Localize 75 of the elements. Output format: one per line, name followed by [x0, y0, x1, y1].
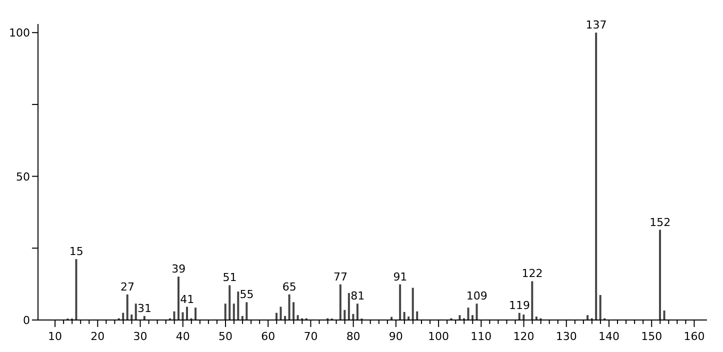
bar	[134, 304, 137, 320]
bar	[467, 308, 470, 320]
bar	[182, 312, 184, 320]
bar	[122, 312, 124, 320]
x-tick-label: 80	[346, 330, 360, 343]
x-tick-label: 150	[641, 330, 662, 343]
bar	[399, 284, 402, 320]
bar	[356, 304, 358, 320]
bar	[130, 314, 133, 320]
bar	[518, 312, 520, 320]
bar	[228, 285, 231, 320]
bar	[403, 312, 406, 320]
x-tick-label: 120	[513, 330, 534, 343]
annotation: 122	[522, 267, 543, 280]
bar	[458, 315, 461, 320]
annotation: 119	[509, 298, 530, 312]
bar	[599, 295, 602, 320]
x-tick-label: 70	[304, 330, 318, 343]
bar	[296, 315, 299, 320]
bar	[232, 304, 235, 320]
annotation: 27	[120, 280, 134, 294]
bar	[658, 230, 661, 320]
bar	[246, 302, 248, 320]
x-tick-label: 50	[218, 330, 232, 343]
y-tick-label: 50	[16, 170, 30, 184]
bar	[595, 32, 598, 320]
annotation: 137	[586, 18, 607, 32]
x-tick-label: 30	[133, 330, 148, 343]
bar	[476, 304, 478, 320]
bar	[412, 288, 414, 320]
bar	[186, 306, 188, 320]
bar	[416, 311, 418, 320]
bar	[224, 304, 226, 320]
annotation: 81	[350, 290, 365, 303]
bar	[339, 284, 342, 320]
x-tick-label: 110	[470, 330, 492, 343]
x-tick-label: 130	[556, 330, 577, 343]
x-tick-label: 90	[388, 330, 403, 343]
x-tick-label: 160	[684, 330, 705, 343]
bar	[352, 314, 354, 320]
bar	[75, 259, 78, 320]
y-tick-label: 0	[23, 314, 30, 327]
annotation: 109	[466, 290, 488, 303]
bar	[472, 315, 474, 320]
bar	[288, 294, 290, 320]
bar	[173, 311, 176, 320]
bar	[586, 315, 589, 320]
bar	[344, 310, 346, 320]
annotation: 55	[240, 288, 254, 302]
y-tick-label: 100	[9, 26, 30, 40]
bar	[531, 281, 534, 320]
x-tick-label: 60	[261, 330, 276, 343]
annotation: 39	[172, 262, 186, 276]
x-tick-label: 10	[48, 330, 62, 343]
annotation: 77	[334, 270, 348, 284]
x-tick-label: 20	[90, 330, 105, 343]
annotation: 51	[222, 271, 237, 284]
annotation: 65	[282, 280, 296, 294]
bar	[348, 292, 350, 320]
bar	[280, 306, 282, 320]
annotation: 15	[69, 245, 84, 258]
x-tick-label: 100	[428, 330, 450, 343]
x-tick-label: 140	[598, 330, 620, 343]
bar	[237, 292, 240, 320]
bar	[194, 308, 197, 320]
annotation: 152	[650, 216, 671, 229]
bar	[292, 302, 295, 320]
bar	[177, 276, 180, 320]
bar	[663, 310, 666, 320]
annotation: 91	[393, 270, 408, 284]
bar	[522, 314, 525, 320]
annotation: 31	[138, 302, 152, 315]
bar	[275, 312, 278, 320]
annotation: 41	[180, 292, 194, 306]
x-tick-label: 40	[176, 330, 190, 343]
